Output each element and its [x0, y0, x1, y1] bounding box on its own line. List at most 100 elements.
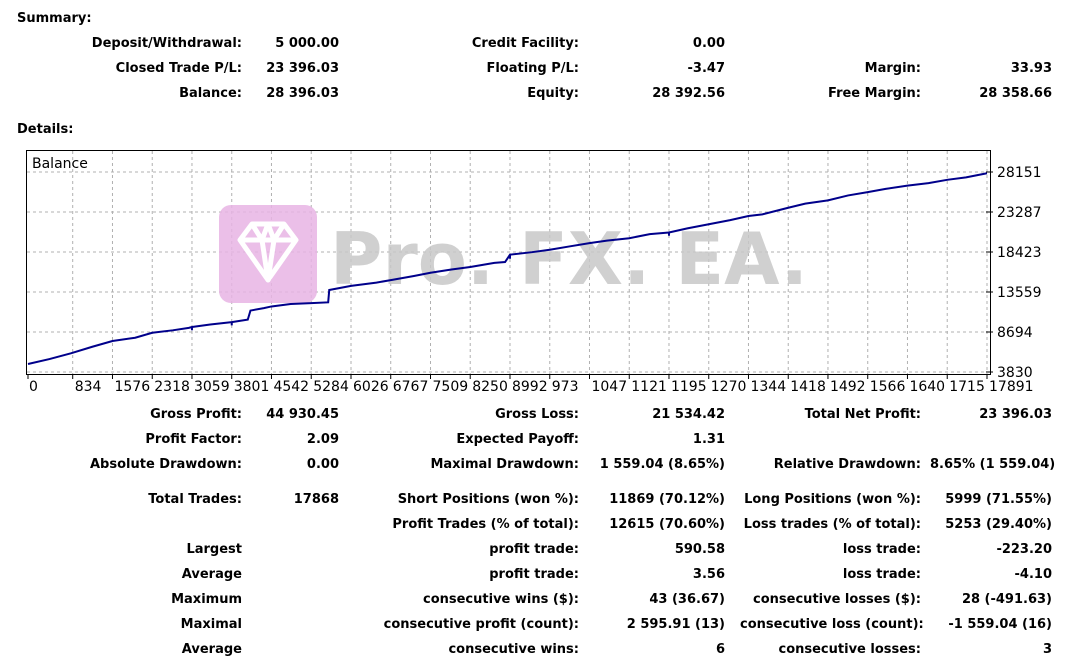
- average-loss-label: loss trade:: [842, 567, 921, 582]
- x-tick-label: 3801: [234, 379, 270, 395]
- rel-drawdown-label: Relative Drawdown:: [773, 457, 921, 472]
- y-tick-label: 23287: [997, 205, 1042, 221]
- avg-cons-wins-label: consecutive wins:: [448, 642, 579, 657]
- x-tick-label: 2318: [154, 379, 190, 395]
- total-net-profit-label: Total Net Profit:: [804, 407, 921, 422]
- margin-value: 33.93: [1010, 61, 1052, 76]
- x-tick-label: 1047: [591, 379, 627, 395]
- abs-drawdown-label: Absolute Drawdown:: [90, 457, 242, 472]
- closed-pl-value: 23 396.03: [266, 61, 339, 76]
- max-cons-wins-value: 43 (36.67): [649, 592, 725, 607]
- maximal-cons-loss-value: -1 559.04 (16): [948, 617, 1052, 632]
- profit-factor-value: 2.09: [306, 432, 339, 447]
- y-tick-label: 8694: [997, 325, 1033, 341]
- free-margin-value: 28 358.66: [979, 86, 1052, 101]
- x-tick-label: 1715: [949, 379, 985, 395]
- x-tick-label: 6767: [393, 379, 429, 395]
- x-tick-label: 3059: [194, 379, 230, 395]
- watermark: Pro. FX. EA.: [219, 205, 808, 303]
- free-margin-label: Free Margin:: [828, 86, 921, 101]
- gross-loss-label: Gross Loss:: [495, 407, 579, 422]
- y-tick-label: 13559: [997, 285, 1042, 301]
- average-profit-value: 3.56: [692, 567, 725, 582]
- credit-value: 0.00: [692, 36, 725, 51]
- y-tick-label: 3830: [997, 365, 1033, 381]
- abs-drawdown-value: 0.00: [306, 457, 339, 472]
- largest-label: Largest: [186, 542, 242, 557]
- diamond-shape: [237, 221, 299, 283]
- x-tick-label: 1566: [870, 379, 906, 395]
- x-tick-label: 1270: [711, 379, 747, 395]
- avg-cons-losses-value: 3: [1042, 642, 1052, 657]
- balance-label: Balance:: [179, 86, 242, 101]
- loss-trades-value: 5253 (29.40%): [945, 517, 1052, 532]
- credit-label: Credit Facility:: [471, 36, 579, 51]
- margin-label: Margin:: [864, 61, 921, 76]
- x-tick-label: 5284: [313, 379, 349, 395]
- max-drawdown-label: Maximal Drawdown:: [430, 457, 579, 472]
- x-tick-label: 8992: [512, 379, 548, 395]
- x-tick-label: 1344: [750, 379, 786, 395]
- balance-value: 28 396.03: [266, 86, 339, 101]
- x-tick-label: 4542: [273, 379, 309, 395]
- y-tick-label: 28151: [997, 165, 1042, 181]
- x-tick-label: 834: [75, 379, 102, 395]
- short-positions-value: 11869 (70.12%): [609, 492, 725, 507]
- average2-label: Average: [181, 642, 242, 657]
- x-tick-label: 1418: [790, 379, 826, 395]
- total-net-profit-value: 23 396.03: [979, 407, 1052, 422]
- chart-title: Balance: [32, 156, 88, 172]
- avg-cons-losses-label: consecutive losses:: [778, 642, 921, 657]
- long-positions-label: Long Positions (won %):: [744, 492, 921, 507]
- summary-title: Summary:: [17, 11, 92, 26]
- maximal-cons-profit-label: consecutive profit (count):: [383, 617, 579, 632]
- long-positions-value: 5999 (71.55%): [945, 492, 1052, 507]
- equity-value: 28 392.56: [652, 86, 725, 101]
- average-loss-value: -4.10: [1014, 567, 1052, 582]
- maximal-cons-loss-label: consecutive loss (count):: [740, 617, 924, 632]
- total-trades-label: Total Trades:: [148, 492, 242, 507]
- gross-profit-value: 44 930.45: [266, 407, 339, 422]
- balance-chart-svg: Pro. FX. EA. Balance 28151 23287 18423 13559 8…: [27, 151, 1042, 395]
- watermark-text: Pro. FX. EA.: [330, 217, 808, 301]
- short-positions-label: Short Positions (won %):: [397, 492, 579, 507]
- avg-cons-wins-value: 6: [715, 642, 725, 657]
- profit-trades-value: 12615 (70.60%): [609, 517, 725, 532]
- maximal-label: Maximal: [180, 617, 242, 632]
- total-trades-value: 17868: [293, 492, 339, 507]
- average-label: Average: [181, 567, 242, 582]
- x-tick-label: 973: [552, 379, 579, 395]
- x-tick-label: 8250: [472, 379, 508, 395]
- equity-label: Equity:: [527, 86, 579, 101]
- deposit-value: 5 000.00: [275, 36, 339, 51]
- profit-trades-label: Profit Trades (% of total):: [392, 517, 579, 532]
- x-tick-label: 1576: [114, 379, 150, 395]
- x-tick-label: 6026: [353, 379, 389, 395]
- details-title: Details:: [17, 122, 74, 137]
- expected-payoff-value: 1.31: [692, 432, 725, 447]
- max-cons-losses-value: 28 (-491.63): [961, 592, 1052, 607]
- gross-loss-value: 21 534.42: [652, 407, 725, 422]
- max-cons-wins-label: consecutive wins ($):: [422, 592, 579, 607]
- max-cons-losses-label: consecutive losses ($):: [753, 592, 921, 607]
- diamond-icon: [219, 205, 317, 303]
- largest-profit-value: 590.58: [674, 542, 725, 557]
- largest-loss-label: loss trade:: [842, 542, 921, 557]
- largest-profit-label: profit trade:: [489, 542, 579, 557]
- x-tick-label: 1492: [830, 379, 866, 395]
- maximal-cons-profit-value: 2 595.91 (13): [626, 617, 725, 632]
- floating-pl-label: Floating P/L:: [486, 61, 579, 76]
- deposit-label: Deposit/Withdrawal:: [91, 36, 242, 51]
- x-tick-label: 0: [29, 379, 38, 395]
- max-drawdown-value: 1 559.04 (8.65%): [599, 457, 725, 472]
- largest-loss-value: -223.20: [996, 542, 1052, 557]
- x-tick-label: 1121: [631, 379, 667, 395]
- expected-payoff-label: Expected Payoff:: [456, 432, 579, 447]
- maximum-label: Maximum: [171, 592, 242, 607]
- average-profit-label: profit trade:: [489, 567, 579, 582]
- rel-drawdown-value: 8.65% (1 559.04): [930, 457, 1056, 472]
- loss-trades-label: Loss trades (% of total):: [743, 517, 921, 532]
- closed-pl-label: Closed Trade P/L:: [115, 61, 242, 76]
- x-tick-label: 1195: [671, 379, 707, 395]
- x-tick-label: 7509: [433, 379, 469, 395]
